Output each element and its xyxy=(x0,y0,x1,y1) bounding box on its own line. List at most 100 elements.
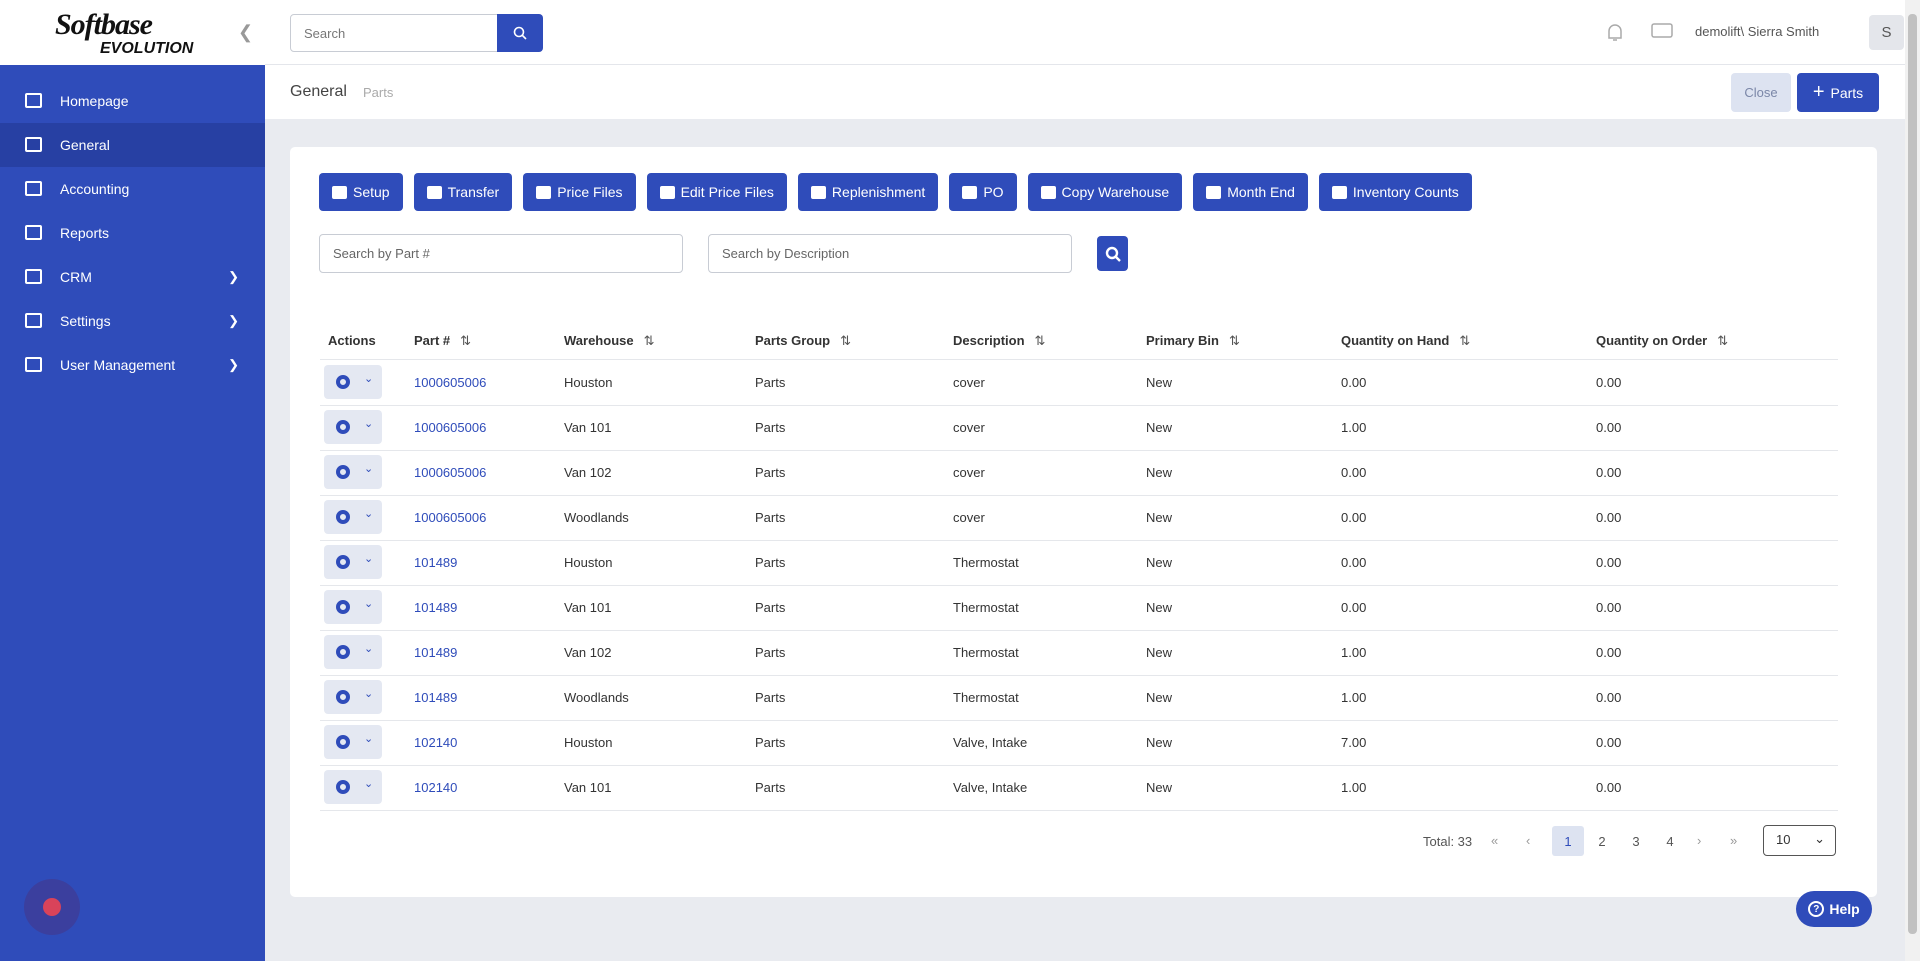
logo-brand: Softbase xyxy=(55,8,153,41)
part-link[interactable]: 101489 xyxy=(414,600,458,615)
cell: Houston xyxy=(564,735,613,750)
scrollbar[interactable] xyxy=(1905,0,1920,961)
cell: 1.00 xyxy=(1341,420,1367,435)
cell: cover xyxy=(953,510,985,525)
cell: New xyxy=(1146,465,1173,480)
part-link[interactable]: 102140 xyxy=(414,780,458,795)
part-link[interactable]: 1000605006 xyxy=(414,465,487,480)
nav-label: Homepage xyxy=(60,93,129,109)
toolbar-label: Copy Warehouse xyxy=(1061,184,1170,200)
row-actions[interactable]: ⌄ xyxy=(324,725,382,759)
toolbar-button[interactable]: Replenishment xyxy=(797,173,939,211)
page-arrow[interactable]: › xyxy=(1697,833,1702,848)
part-link[interactable]: 1000605006 xyxy=(414,420,487,435)
page-arrow[interactable]: » xyxy=(1730,833,1738,848)
nav-icon xyxy=(25,181,42,196)
toolbar-button[interactable]: PO xyxy=(949,173,1017,211)
part-link[interactable]: 101489 xyxy=(414,690,458,705)
column-header[interactable]: Quantity on Order ⇅ xyxy=(1596,333,1728,349)
page-number[interactable]: 4 xyxy=(1666,833,1674,849)
filter-search-button[interactable] xyxy=(1097,236,1128,271)
nav-item[interactable]: Reports xyxy=(0,211,265,255)
gear-icon xyxy=(336,600,350,614)
close-button[interactable]: Close xyxy=(1731,73,1791,112)
row-divider xyxy=(320,765,1838,766)
dropdown-caret: ⌄ xyxy=(364,598,374,610)
column-header-label: Quantity on Order xyxy=(1596,333,1708,348)
column-header[interactable]: Part # ⇅ xyxy=(414,333,471,349)
chevron: ❯ xyxy=(228,357,239,372)
toolbar-button[interactable]: Copy Warehouse xyxy=(1027,173,1183,211)
page-number[interactable]: 1 xyxy=(1552,826,1584,856)
help-button[interactable]: ? Help xyxy=(1796,891,1872,927)
user-name[interactable]: demolift\ Sierra Smith xyxy=(1695,24,1820,39)
cell: Parts xyxy=(755,735,786,750)
page-number[interactable]: 3 xyxy=(1632,833,1640,849)
toolbar-button[interactable]: Setup xyxy=(319,173,403,211)
row-actions[interactable]: ⌄ xyxy=(324,455,382,489)
nav-item[interactable]: User Management ❯ xyxy=(0,343,265,387)
nav-item[interactable]: CRM ❯ xyxy=(0,255,265,299)
add-parts-button[interactable]: + Parts xyxy=(1797,73,1879,112)
toolbar-button[interactable]: Transfer xyxy=(413,173,513,211)
nav-label: Reports xyxy=(60,225,110,241)
column-header-label: Primary Bin xyxy=(1146,333,1219,348)
nav-item[interactable]: General xyxy=(0,123,265,167)
page-arrow[interactable]: « xyxy=(1491,833,1499,848)
cell: New xyxy=(1146,510,1173,525)
messages[interactable] xyxy=(1651,23,1673,41)
column-header[interactable]: Quantity on Hand ⇅ xyxy=(1341,333,1470,349)
row-actions[interactable]: ⌄ xyxy=(324,770,382,804)
collapse-button[interactable]: ❮ xyxy=(238,22,254,42)
part-link[interactable]: 1000605006 xyxy=(414,375,487,390)
nav-label: CRM xyxy=(60,269,92,285)
cell: 0.00 xyxy=(1596,735,1622,750)
row-actions[interactable]: ⌄ xyxy=(324,590,382,624)
notifications[interactable] xyxy=(1605,22,1625,44)
column-header-label: Description xyxy=(953,333,1025,348)
nav-label: Accounting xyxy=(60,181,130,197)
nav-item[interactable]: Accounting xyxy=(0,167,265,211)
page-size[interactable]: 10 ⌄ xyxy=(1763,825,1836,856)
page-arrow[interactable]: ‹ xyxy=(1526,833,1531,848)
column-header[interactable]: Description ⇅ xyxy=(953,333,1045,349)
row-divider xyxy=(320,540,1838,541)
part-link[interactable]: 102140 xyxy=(414,735,458,750)
page-number[interactable]: 2 xyxy=(1598,833,1606,849)
search-button[interactable] xyxy=(497,14,543,52)
toolbar-button[interactable]: Edit Price Files xyxy=(646,173,787,211)
row-actions[interactable]: ⌄ xyxy=(324,680,382,714)
toolbar-icon xyxy=(810,185,826,199)
toolbar-button[interactable]: Inventory Counts xyxy=(1318,173,1472,211)
cell: Parts xyxy=(755,375,786,390)
nav-item[interactable]: Homepage xyxy=(0,79,265,123)
row-actions[interactable]: ⌄ xyxy=(324,635,382,669)
global-search[interactable]: Search xyxy=(290,14,498,52)
column-header[interactable]: Warehouse ⇅ xyxy=(564,333,655,349)
row-actions[interactable]: ⌄ xyxy=(324,500,382,534)
avatar[interactable]: S xyxy=(1869,15,1904,50)
record-button[interactable] xyxy=(24,879,80,935)
toolbar-button[interactable]: Price Files xyxy=(523,173,636,211)
row-actions[interactable]: ⌄ xyxy=(324,410,382,444)
gear-icon xyxy=(336,420,350,434)
row-divider xyxy=(320,405,1838,406)
part-link[interactable]: 101489 xyxy=(414,555,458,570)
part-link[interactable]: 101489 xyxy=(414,645,458,660)
toolbar-button[interactable]: Month End xyxy=(1193,173,1308,211)
row-divider xyxy=(320,810,1838,811)
part-search[interactable]: Search by Part # xyxy=(319,234,683,273)
cell: Valve, Intake xyxy=(953,735,1028,750)
row-actions[interactable]: ⌄ xyxy=(324,365,382,399)
column-header[interactable]: Primary Bin ⇅ xyxy=(1146,333,1240,349)
cell: Parts xyxy=(755,690,786,705)
toolbar-label: Inventory Counts xyxy=(1352,184,1459,200)
nav-item[interactable]: Settings ❯ xyxy=(0,299,265,343)
sidebar: Softbase EVOLUTION ❮ Homepage General Acco… xyxy=(0,0,265,961)
row-actions[interactable]: ⌄ xyxy=(324,545,382,579)
description-search[interactable]: Search by Description xyxy=(708,234,1072,273)
toolbar-icon xyxy=(659,185,675,199)
column-header[interactable]: Parts Group ⇅ xyxy=(755,333,851,349)
part-link[interactable]: 1000605006 xyxy=(414,510,487,525)
toolbar-icon xyxy=(426,185,442,199)
